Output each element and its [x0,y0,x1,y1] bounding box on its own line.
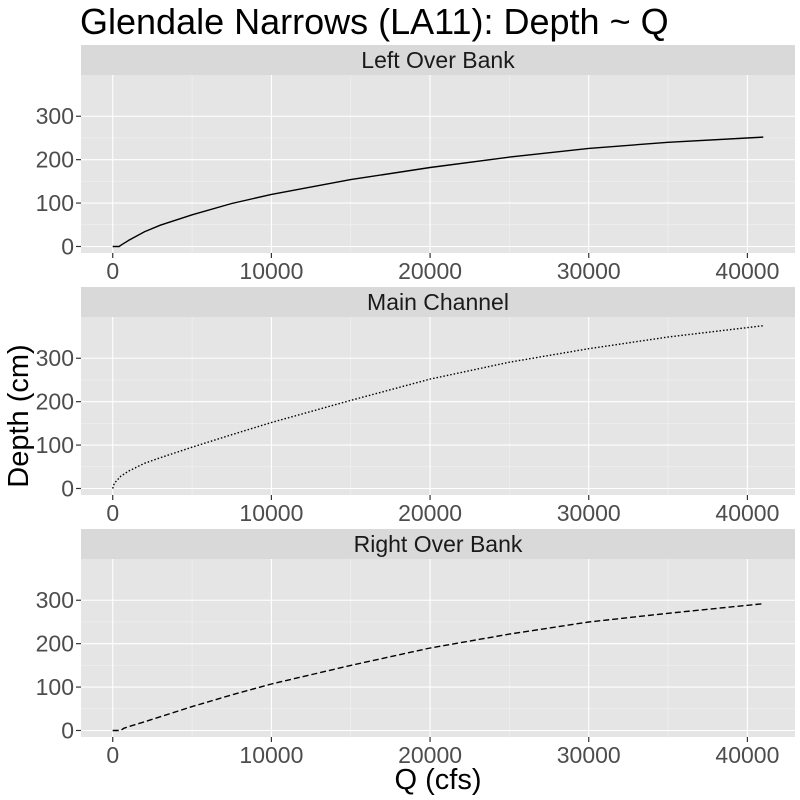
x-tick-label: 40000 [715,742,779,768]
chart-title: Glendale Narrows (LA11): Depth ~ Q [80,1,669,42]
x-tick-label: 40000 [715,258,779,284]
y-tick-label: 100 [36,674,74,700]
x-tick-label: 10000 [239,742,303,768]
facet-2: Main Channel 0 100 200 300 0 10000 20000 30000 40… [36,287,795,526]
x-tick-label: 30000 [557,742,621,768]
x-tick-label: 30000 [557,500,621,526]
series-line [112,136,764,248]
facet-1: Left Over Bank 0 100 200 300 0 10000 20000 30000… [36,45,795,284]
series-line [112,603,764,732]
x-tick-label: 20000 [398,742,462,768]
y-tick-label: 200 [36,389,74,415]
facet-strip-label: Left Over Bank [361,47,515,73]
y-tick-label: 300 [36,345,74,371]
series-line [112,325,764,489]
y-tick-label: 100 [36,432,74,458]
facet-strip [81,287,795,317]
x-tick-label: 30000 [557,258,621,284]
panel-background [81,559,795,737]
facet-strip-label: Right Over Bank [354,531,523,557]
x-tick-label: 10000 [239,258,303,284]
x-tick-label: 20000 [398,258,462,284]
y-axis-title: Depth (cm) [3,344,35,487]
x-tick-label: 10000 [239,500,303,526]
y-tick-label: 200 [36,147,74,173]
x-tick-label: 0 [106,500,119,526]
y-tick-label: 0 [61,233,74,259]
panel-background [81,317,795,495]
y-tick-label: 0 [61,717,74,743]
y-tick-label: 300 [36,587,74,613]
y-tick-label: 300 [36,103,74,129]
facet-strip-label: Main Channel [367,289,509,315]
facet-3: Right Over Bank 0 100 200 300 0 10000 20000 3000… [36,529,795,768]
x-tick-label: 0 [106,258,119,284]
y-tick-label: 100 [36,190,74,216]
x-tick-label: 20000 [398,500,462,526]
x-tick-label: 40000 [715,500,779,526]
x-axis-title: Q (cfs) [395,764,482,796]
y-tick-label: 200 [36,631,74,657]
panel-background [81,75,795,253]
y-tick-label: 0 [61,475,74,501]
x-tick-label: 0 [106,742,119,768]
facet-strip [81,529,795,559]
facet-strip [81,45,795,75]
